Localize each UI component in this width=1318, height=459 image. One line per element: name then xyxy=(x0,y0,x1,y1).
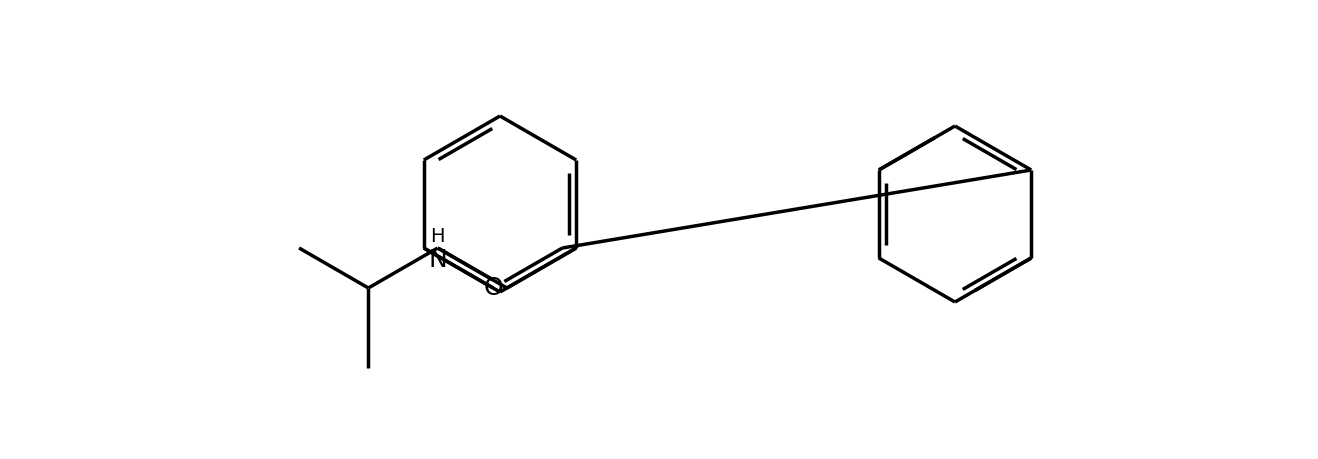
Text: O: O xyxy=(484,276,503,300)
Text: H: H xyxy=(431,227,445,246)
Text: N: N xyxy=(428,248,447,272)
